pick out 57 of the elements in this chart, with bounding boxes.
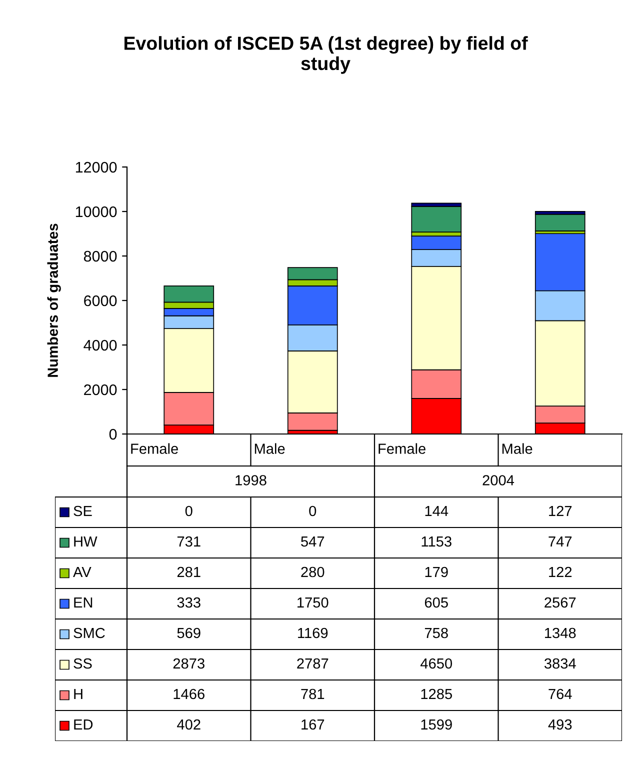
x-tick-label: Male: [502, 443, 532, 454]
y-axis-title: Numbers of graduates: [47, 224, 61, 377]
bar: [534, 214, 586, 232]
legend-label: SS: [74, 658, 92, 669]
data-label: 1466: [174, 688, 204, 700]
y-tick-label: 2000: [84, 384, 117, 396]
data-label: 1750: [298, 597, 328, 608]
data-label: 781: [301, 688, 324, 700]
data-label: 179: [425, 566, 448, 578]
data-label: 547: [301, 536, 324, 547]
data-label: 281: [177, 566, 200, 578]
y-tick-label: 4000: [84, 340, 117, 351]
data-label: 0: [309, 506, 316, 516]
text: 2004: [482, 475, 514, 486]
legend-label: SE: [74, 506, 92, 516]
y-tick-label: 6000: [84, 295, 117, 306]
data-label: 1285: [421, 688, 452, 700]
legend-label: H: [74, 688, 82, 700]
data-label: 2567: [544, 597, 576, 608]
data-label: 144: [425, 506, 448, 516]
data-label: 402: [177, 719, 200, 730]
data-label: 2787: [297, 658, 328, 669]
y-tick-label: 8000: [84, 250, 117, 262]
x-tick-label: Female: [378, 443, 426, 454]
legend-label: HW: [74, 536, 98, 547]
data-label: 1169: [298, 628, 328, 638]
data-label: 280: [301, 566, 324, 578]
data-label: 3834: [544, 658, 576, 669]
data-label: 569: [177, 628, 200, 638]
data-label: 605: [424, 597, 448, 608]
data-label: 758: [424, 628, 448, 638]
x-tick-label: Female: [131, 443, 178, 454]
data-label: 2873: [173, 658, 204, 669]
chart-title: Evolution of ISCED 5A (1st degree) by field of study: [124, 36, 528, 74]
legend-label: SMC: [74, 628, 105, 638]
y-tick-label: 12000: [76, 162, 117, 173]
x-tick-label: Male: [254, 443, 285, 454]
y-tick-label: 0: [109, 428, 117, 440]
data-label: 493: [548, 719, 572, 730]
data-label: 1348: [545, 628, 576, 638]
data-label: 122: [549, 566, 572, 578]
legend-label: ED: [74, 719, 93, 730]
data-label: 167: [302, 719, 324, 730]
data-label: 747: [548, 536, 572, 547]
text: 1998: [236, 475, 266, 486]
y-tick-label: 10000: [76, 206, 117, 218]
data-label: 1599: [421, 719, 452, 730]
data-label: 333: [177, 597, 200, 608]
legend-label: AV: [73, 566, 92, 578]
data-label: 4650: [420, 658, 452, 669]
data-label: 1153: [422, 536, 452, 547]
data-label: 0: [185, 506, 192, 516]
data-label: 731: [177, 536, 200, 547]
legend-label: EN: [74, 597, 92, 608]
data-label: 764: [548, 688, 572, 700]
data-label: 127: [549, 506, 572, 516]
bar: [411, 206, 462, 232]
